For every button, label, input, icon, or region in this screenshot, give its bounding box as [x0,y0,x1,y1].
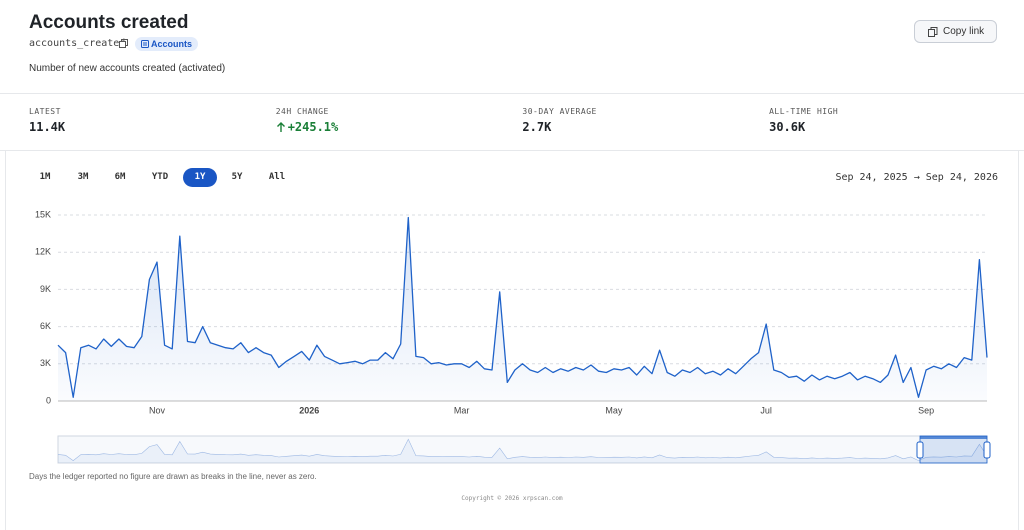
y-tick-label: 3K [40,358,51,368]
badge-icon [141,40,149,48]
footnote: Days the ledger reported no figure are d… [29,472,317,481]
chart-card [5,150,1019,530]
chart: 0 3K 6K 9K 12K 15K Nov 2026 Mar May Jul Sep [35,209,991,464]
range-button[interactable]: YTD [151,172,169,182]
stat-value: 2.7K [522,120,552,134]
navigator-handle[interactable] [916,441,924,459]
x-tick-label: 2026 [299,405,319,415]
x-tick-label: Mar [454,405,470,415]
stat-value: 11.4K [29,120,66,134]
range-button[interactable]: 3M [77,172,89,182]
page: { "header": {"title": "Accounts created"… [0,12,1024,530]
range-button[interactable]: 1M [39,172,51,182]
stat-value: +245.1% [287,120,339,134]
x-tick-label: Jul [760,405,772,415]
stat-label: 24H CHANGE [275,107,329,116]
page-title: Accounts created [29,12,189,33]
copy-link-button[interactable]: Copy link [914,20,997,43]
range-button[interactable]: All [268,172,286,182]
metric-slug: accounts_created [29,38,126,49]
range-button[interactable]: 1Y [183,168,217,187]
copy-icon[interactable] [119,39,128,48]
category-badge[interactable]: Accounts [135,37,199,51]
divider [0,150,1024,151]
range-button[interactable]: 6M [114,172,126,182]
x-tick-label: May [605,405,623,415]
line [57,216,988,398]
y-tick-label: 9K [40,284,51,294]
x-tick-label: Sep [918,405,934,415]
range-button[interactable]: 5Y [231,172,243,182]
navigator-selection[interactable] [919,435,988,464]
copyright: Copyright © 2026 xrpscan.com [461,495,563,502]
navigator-area [58,439,987,463]
trend-arrow [276,122,285,132]
y-tick-label: 0 [46,395,51,405]
navigator-line [57,438,988,461]
description: Number of new accounts created (activate… [29,63,226,74]
y-tick-label: 15K [35,209,51,219]
navigator-handle[interactable] [983,441,991,459]
navigator-selection-bar [920,436,987,439]
y-tick-label: 6K [40,321,51,331]
stat-label: 30-DAY AVERAGE [522,107,597,116]
stat-value: 30.6K [769,120,806,134]
copy-link-icon [928,27,938,37]
stat-label: LATEST [29,107,61,116]
y-tick-label: 12K [35,247,51,257]
divider [0,93,1024,94]
stat-label: ALL-TIME HIGH [769,107,839,116]
date-range: Sep 24, 2025 → Sep 24, 2026 [835,172,998,183]
x-tick-label: Nov [149,405,166,415]
